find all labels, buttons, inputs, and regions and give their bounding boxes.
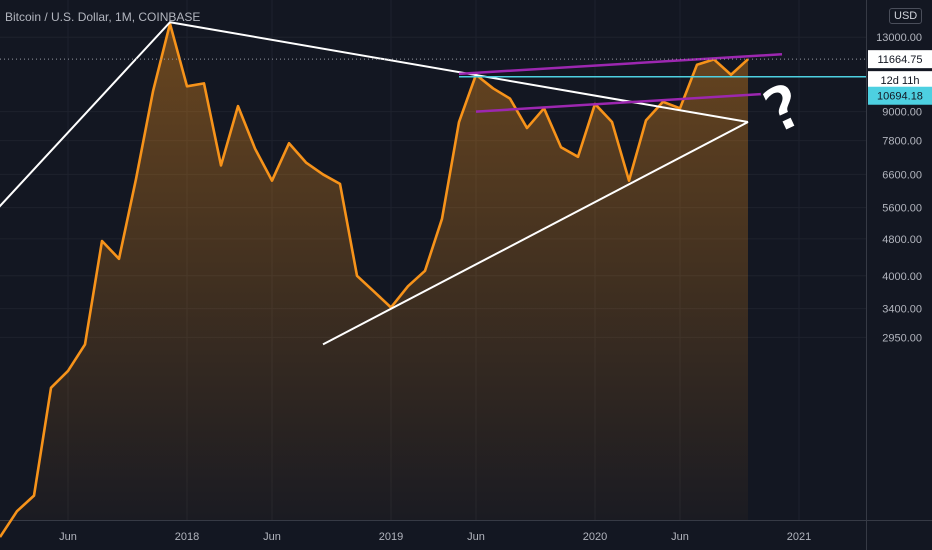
price-point bbox=[118, 258, 120, 260]
price-point bbox=[441, 218, 443, 220]
y-tick-label: 13000.00 bbox=[876, 32, 922, 44]
y-tick-label: 16000.00 bbox=[876, 0, 922, 2]
question-mark-icon: ? bbox=[752, 67, 815, 148]
price-point bbox=[220, 164, 222, 166]
price-area-fill bbox=[0, 23, 748, 538]
y-tick-label: 2950.00 bbox=[882, 332, 922, 344]
channel-lower-line[interactable] bbox=[475, 91, 783, 113]
x-tick-label: 2018 bbox=[175, 531, 199, 543]
horizontal-line-label-background bbox=[868, 86, 932, 105]
x-tick-label: 2020 bbox=[583, 531, 607, 543]
price-point bbox=[322, 173, 324, 175]
price-point bbox=[560, 146, 562, 148]
price-point bbox=[288, 142, 290, 144]
price-point bbox=[305, 161, 307, 163]
countdown-label-background bbox=[868, 71, 932, 90]
x-tick-label: Jun bbox=[467, 531, 485, 543]
y-tick-label: 4800.00 bbox=[882, 234, 922, 246]
y-tick-label: 5600.00 bbox=[882, 203, 922, 215]
price-point bbox=[526, 127, 528, 129]
price-point bbox=[203, 82, 205, 84]
triangle-lower-trendline[interactable] bbox=[322, 121, 749, 346]
price-point bbox=[577, 156, 579, 158]
triangle-upper-trendline[interactable] bbox=[0, 21, 749, 261]
currency-badge[interactable]: USD bbox=[889, 8, 923, 24]
price-point bbox=[152, 90, 154, 92]
price-point bbox=[458, 121, 460, 123]
price-point bbox=[67, 370, 69, 372]
x-tick-label: Jun bbox=[671, 531, 689, 543]
price-point bbox=[645, 119, 647, 121]
last-price-label-background bbox=[868, 50, 932, 69]
price-point bbox=[339, 183, 341, 185]
channel-upper-line[interactable] bbox=[458, 53, 783, 76]
price-point bbox=[237, 105, 239, 107]
price-point bbox=[271, 179, 273, 181]
price-point bbox=[50, 387, 52, 389]
price-point bbox=[628, 179, 630, 181]
price-point bbox=[254, 147, 256, 149]
price-point bbox=[730, 74, 732, 76]
y-tick-label: 9000.00 bbox=[882, 107, 922, 119]
price-point bbox=[101, 240, 103, 242]
price-point bbox=[186, 85, 188, 87]
y-tick-label: 7800.00 bbox=[882, 136, 922, 148]
price-point bbox=[492, 87, 494, 89]
price-point bbox=[84, 343, 86, 345]
horizontal-line-label: 10694.18 bbox=[877, 91, 923, 103]
price-point bbox=[424, 270, 426, 272]
x-tick-label: Jun bbox=[59, 531, 77, 543]
price-point bbox=[135, 178, 137, 180]
x-tick-label: Jun bbox=[263, 531, 281, 543]
price-line[interactable] bbox=[0, 22, 749, 538]
y-tick-label: 6600.00 bbox=[882, 169, 922, 181]
price-point bbox=[33, 494, 35, 496]
symbol-title: Bitcoin / U.S. Dollar, 1M, COINBASE bbox=[5, 10, 201, 24]
price-point bbox=[611, 121, 613, 123]
price-point bbox=[16, 510, 18, 512]
y-tick-label: 3400.00 bbox=[882, 304, 922, 316]
price-point bbox=[373, 290, 375, 292]
price-point bbox=[407, 285, 409, 287]
y-tick-label: 4000.00 bbox=[882, 271, 922, 283]
price-point bbox=[356, 275, 358, 277]
x-tick-label: 2021 bbox=[787, 531, 811, 543]
last-price-label: 11664.75 bbox=[877, 54, 922, 66]
price-point bbox=[509, 97, 511, 99]
countdown-label: 12d 11h bbox=[881, 75, 920, 87]
x-tick-label: 2019 bbox=[379, 531, 403, 543]
price-point bbox=[696, 63, 698, 65]
